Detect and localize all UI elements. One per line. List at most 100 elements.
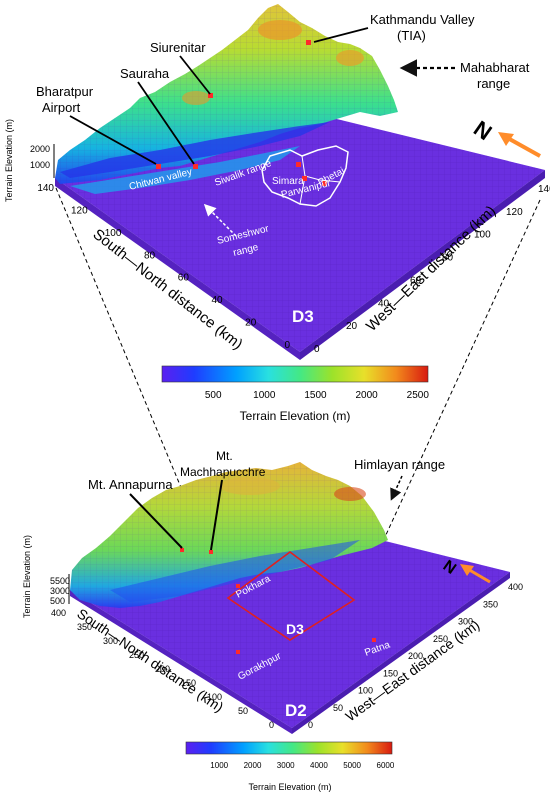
top-cbar-tick-2: 1500 xyxy=(304,390,327,401)
top-panel: Kathmandu Valley (TIA) Siurenitar Saurah… xyxy=(4,4,550,423)
label-simara: Simara xyxy=(272,176,304,187)
top-sn-tick-1: 120 xyxy=(71,205,88,216)
leader-someshwor xyxy=(203,203,237,237)
top-we-tick-2: 100 xyxy=(474,230,491,241)
top-sn-tick-6: 20 xyxy=(245,318,257,329)
top-cbar-tick-4: 2500 xyxy=(407,390,430,401)
bot-cbar-tick-0: 1000 xyxy=(210,761,228,770)
label-siurenitar: Siurenitar xyxy=(150,40,206,55)
marker-kathmandu xyxy=(306,40,311,45)
top-south-north-ticks: 140 120 100 80 60 40 20 0 xyxy=(37,183,290,351)
bot-sn-tick-2: 300 xyxy=(103,636,118,646)
svg-text:Terrain Elevation (m): Terrain Elevation (m) xyxy=(22,535,32,618)
bottom-elev-tick-2: 500 xyxy=(50,596,65,606)
top-we-tick-4: 60 xyxy=(410,275,422,286)
top-cbar-tick-1: 1000 xyxy=(253,390,276,401)
bot-we-tick-6: 100 xyxy=(358,686,373,696)
bottom-west-east-ticks: 400 350 300 250 200 150 100 50 0 xyxy=(308,582,523,730)
bot-sn-tick-7: 50 xyxy=(238,706,248,716)
label-kathmandu: Kathmandu Valley xyxy=(370,12,475,27)
marker-machhapucchre xyxy=(209,550,213,554)
marker-simara xyxy=(296,162,301,167)
svg-text:Terrain Elevation (m): Terrain Elevation (m) xyxy=(4,119,14,202)
top-we-tick-5: 40 xyxy=(378,298,390,309)
marker-annapurna xyxy=(180,548,184,552)
bot-we-tick-0: 400 xyxy=(508,582,523,592)
bot-cbar-tick-1: 2000 xyxy=(244,761,262,770)
bottom-elevation-axis: Terrain Elevation (m) 5500 3000 500 xyxy=(22,535,70,618)
top-wall-right xyxy=(300,170,545,360)
top-we-tick-6: 20 xyxy=(346,321,358,332)
leader-siurenitar xyxy=(179,55,211,95)
top-cbar-tick-0: 500 xyxy=(205,390,222,401)
marker-siurenitar xyxy=(208,93,213,98)
top-we-tick-0: 140 xyxy=(538,184,550,195)
label-kathmandu-sub: (TIA) xyxy=(397,28,426,43)
top-sn-tick-0: 140 xyxy=(37,183,54,194)
marker-gorakhpur xyxy=(236,650,240,654)
bot-cbar-tick-4: 5000 xyxy=(343,761,361,770)
leader-bharatpur xyxy=(69,115,157,165)
marker-pokhara xyxy=(236,584,240,588)
bottom-colorbar-title: Terrain Elevation (m) xyxy=(248,782,331,792)
top-cbar-tick-3: 2000 xyxy=(355,390,378,401)
bot-cbar-tick-5: 6000 xyxy=(377,761,395,770)
bot-we-tick-2: 300 xyxy=(458,617,473,627)
top-colorbar-title: Terrain Elevation (m) xyxy=(240,409,351,423)
top-we-tick-3: 80 xyxy=(442,253,454,264)
bot-sn-tick-3: 250 xyxy=(129,650,144,660)
top-sn-tick-4: 60 xyxy=(178,273,190,284)
bot-sn-tick-4: 200 xyxy=(155,664,170,674)
top-sn-tick-5: 40 xyxy=(211,295,223,306)
bottom-colorbar: 1000 2000 3000 4000 5000 6000 Terrain Elevati… xyxy=(185,741,395,792)
label-bharatpur-2: Airport xyxy=(42,100,81,115)
top-elev-tick-0: 2000 xyxy=(30,144,50,154)
bot-cbar-tick-2: 3000 xyxy=(277,761,295,770)
top-sn-tick-3: 80 xyxy=(144,250,156,261)
bot-we-tick-8: 0 xyxy=(308,720,313,730)
top-sn-tick-2: 100 xyxy=(105,228,122,239)
bottom-inner-domain-label: D3 xyxy=(286,621,304,637)
bottom-south-north-ticks: 400 350 300 250 200 150 100 50 0 xyxy=(51,608,274,730)
bot-sn-tick-1: 350 xyxy=(77,622,92,632)
label-bharatpur-1: Bharatpur xyxy=(36,84,94,99)
top-west-east-ticks: 140 120 100 80 60 40 20 0 xyxy=(314,184,550,355)
bottom-domain-label: D2 xyxy=(285,701,307,720)
d3-domain-box xyxy=(226,551,356,641)
top-colorbar: 500 1000 1500 2000 2500 Terrain Elevation (m… xyxy=(161,365,430,423)
top-domain-label: D3 xyxy=(292,307,314,326)
bottom-panel: D3 Mt. Annapurna Mt. Machhapucchre Himla… xyxy=(22,449,523,792)
marker-phetai xyxy=(322,181,327,186)
bot-sn-tick-8: 0 xyxy=(269,720,274,730)
marker-patna xyxy=(372,638,376,642)
bot-sn-tick-6: 100 xyxy=(207,692,222,702)
marker-parwanipur xyxy=(302,176,307,181)
bot-we-tick-4: 200 xyxy=(408,651,423,661)
top-valley-band xyxy=(60,122,330,178)
bottom-elev-tick-1: 3000 xyxy=(50,586,70,596)
label-himlayan: Himlayan range xyxy=(354,457,445,472)
top-elevation-axis: Terrain Elevation (m) 2000 1000 xyxy=(4,119,55,202)
bot-sn-tick-0: 400 xyxy=(51,608,66,618)
label-sauraha: Sauraha xyxy=(120,66,170,81)
leader-machhapucchre xyxy=(210,479,223,551)
bot-we-tick-3: 250 xyxy=(433,634,448,644)
bottom-elev-tick-0: 5500 xyxy=(50,576,70,586)
bot-we-tick-7: 50 xyxy=(333,703,343,713)
bot-cbar-tick-3: 4000 xyxy=(310,761,328,770)
marker-bharatpur xyxy=(156,164,161,169)
label-machha-2: Machhapucchre xyxy=(180,465,266,479)
zoom-line-right xyxy=(355,199,541,601)
top-boundary-outline xyxy=(261,145,349,207)
label-mahabharat-2: range xyxy=(477,76,510,91)
bot-sn-tick-5: 150 xyxy=(181,678,196,688)
leader-sauraha xyxy=(137,81,195,165)
leader-annapurna xyxy=(129,493,183,549)
top-north-label: N xyxy=(469,116,496,146)
leader-kathmandu xyxy=(313,27,369,43)
top-sn-tick-7: 0 xyxy=(284,340,290,351)
top-north-arrow xyxy=(498,132,541,158)
label-mahabharat-1: Mahabharat xyxy=(460,60,530,75)
top-elev-tick-1: 1000 xyxy=(30,160,50,170)
